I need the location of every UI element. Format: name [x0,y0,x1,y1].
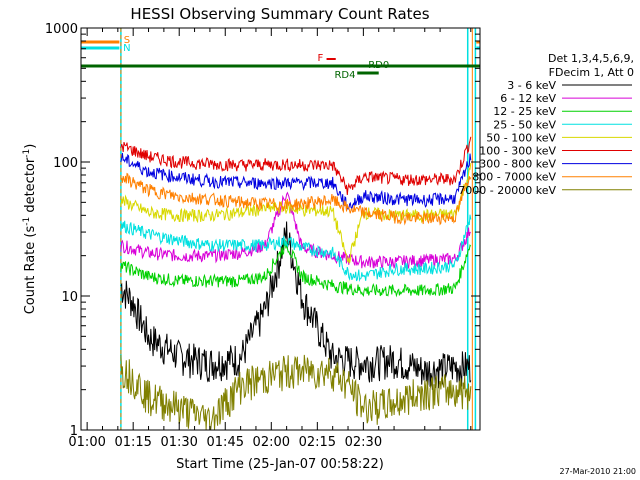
series-line-6 [120,152,472,211]
series-line-3 [120,214,472,282]
legend-label-2: 12 - 25 keV [493,105,556,118]
y-tick-label-3: 1000 [45,22,78,37]
series-line-7 [120,172,472,226]
legend-label-5: 100 - 300 keV [479,145,556,158]
y-tick-label-0: 1 [70,424,78,439]
footer-date: 27-Mar-2010 21:00 [560,467,637,476]
flag-label-s: S [124,35,130,46]
x-tick-label-4: 02:00 [253,435,290,450]
legend-label-1: 6 - 12 keV [500,92,556,105]
flag-label-rd0: RD0 [368,60,389,71]
legend-header-1: Det 1,3,4,5,6,9, [548,52,634,65]
flag-label-f: F [318,53,324,64]
series-line-2 [120,239,472,298]
x-tick-label-6: 02:30 [345,435,382,450]
legend-label-6: 300 - 800 keV [479,158,556,171]
legend-label-4: 50 - 100 keV [486,131,556,144]
x-tick-label-3: 01:45 [207,435,244,450]
legend-label-7: 800 - 7000 keV [472,171,556,184]
series-line-1 [120,191,471,269]
x-tick-label-0: 01:00 [68,435,105,450]
plot-frame [80,27,481,431]
y-tick-label-1: 10 [61,290,78,305]
series-line-5 [120,136,472,195]
legend-label-3: 25 - 50 keV [493,118,556,131]
legend-header-2: FDecim 1, Att 0 [549,66,634,79]
y-axis-label: Count Rate (s-1 detector-1) [22,144,38,315]
x-axis-label: Start Time (25-Jan-07 00:58:22) [176,457,384,472]
flag-label-n: N [123,43,130,54]
y-tick-label-2: 100 [53,156,78,171]
chart-title: HESSI Observing Summary Count Rates [130,5,429,23]
series-line-0 [120,221,472,390]
x-tick-label-2: 01:30 [160,435,197,450]
x-tick-label-1: 01:15 [114,435,151,450]
legend-label-0: 3 - 6 keV [507,79,556,92]
legend-label-8: 7000 - 20000 keV [458,184,556,197]
x-tick-label-5: 02:15 [299,435,336,450]
flag-label-rd4: RD4 [334,70,355,81]
